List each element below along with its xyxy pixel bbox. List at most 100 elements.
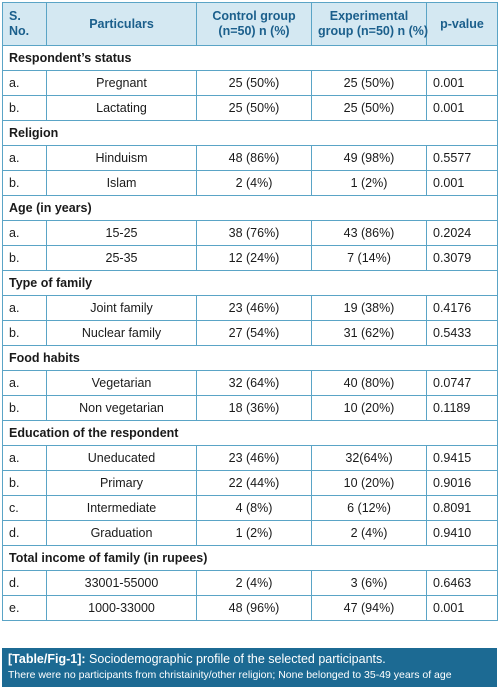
cell-experimental: 31 (62%) — [311, 320, 427, 346]
cell-sno: d. — [2, 520, 47, 546]
cell-particular: 25-35 — [46, 245, 197, 271]
cell-experimental: 32(64%) — [311, 445, 427, 471]
cell-sno: a. — [2, 220, 47, 246]
caption-title: Sociodemographic profile of the selected… — [89, 652, 386, 666]
cell-sno: b. — [2, 470, 47, 496]
section-title: Religion — [2, 120, 498, 146]
section-title: Total income of family (in rupees) — [2, 545, 498, 571]
caption-label: [Table/Fig-1]: — [8, 652, 86, 666]
caption-line: [Table/Fig-1]: Sociodemographic profile … — [8, 651, 491, 668]
cell-p-value: 0.9016 — [426, 470, 498, 496]
table-row: b. 25-35 12 (24%) 7 (14%) 0.3079 — [2, 245, 498, 271]
cell-p-value: 0.2024 — [426, 220, 498, 246]
cell-control: 32 (64%) — [196, 370, 312, 396]
cell-particular: Non vegetarian — [46, 395, 197, 421]
cell-control: 18 (36%) — [196, 395, 312, 421]
section-title: Type of family — [2, 270, 498, 296]
section-header-row: Food habits — [2, 345, 498, 371]
table-row: a. 15-25 38 (76%) 43 (86%) 0.2024 — [2, 220, 498, 246]
cell-control: 25 (50%) — [196, 95, 312, 121]
table-row: a. Joint family 23 (46%) 19 (38%) 0.4176 — [2, 295, 498, 321]
cell-experimental: 25 (50%) — [311, 70, 427, 96]
header-p-value: p-value — [426, 2, 498, 46]
cell-sno: b. — [2, 320, 47, 346]
cell-control: 48 (96%) — [196, 595, 312, 621]
cell-experimental: 6 (12%) — [311, 495, 427, 521]
table-row: b. Primary 22 (44%) 10 (20%) 0.9016 — [2, 470, 498, 496]
cell-experimental: 2 (4%) — [311, 520, 427, 546]
cell-p-value: 0.1189 — [426, 395, 498, 421]
cell-experimental: 49 (98%) — [311, 145, 427, 171]
cell-particular: Nuclear family — [46, 320, 197, 346]
cell-experimental: 47 (94%) — [311, 595, 427, 621]
cell-p-value: 0.001 — [426, 170, 498, 196]
cell-particular: Hinduism — [46, 145, 197, 171]
cell-experimental: 43 (86%) — [311, 220, 427, 246]
cell-experimental: 3 (6%) — [311, 570, 427, 596]
cell-sno: e. — [2, 595, 47, 621]
section-header-row: Religion — [2, 120, 498, 146]
table-row: d. Graduation 1 (2%) 2 (4%) 0.9410 — [2, 520, 498, 546]
cell-p-value: 0.001 — [426, 95, 498, 121]
section-title: Education of the respondent — [2, 420, 498, 446]
cell-particular: 33001-55000 — [46, 570, 197, 596]
cell-experimental: 40 (80%) — [311, 370, 427, 396]
table-caption: [Table/Fig-1]: Sociodemographic profile … — [2, 648, 497, 687]
cell-particular: Intermediate — [46, 495, 197, 521]
cell-experimental: 25 (50%) — [311, 95, 427, 121]
cell-sno: b. — [2, 95, 47, 121]
cell-p-value: 0.8091 — [426, 495, 498, 521]
cell-p-value: 0.5577 — [426, 145, 498, 171]
section-header-row: Type of family — [2, 270, 498, 296]
cell-control: 25 (50%) — [196, 70, 312, 96]
cell-control: 12 (24%) — [196, 245, 312, 271]
table-row: c. Intermediate 4 (8%) 6 (12%) 0.8091 — [2, 495, 498, 521]
section-title: Food habits — [2, 345, 498, 371]
caption-note: There were no participants from christai… — [8, 669, 452, 681]
cell-particular: Joint family — [46, 295, 197, 321]
table-row: a. Pregnant 25 (50%) 25 (50%) 0.001 — [2, 70, 498, 96]
cell-sno: a. — [2, 445, 47, 471]
cell-control: 27 (54%) — [196, 320, 312, 346]
cell-control: 22 (44%) — [196, 470, 312, 496]
cell-experimental: 10 (20%) — [311, 395, 427, 421]
cell-particular: Uneducated — [46, 445, 197, 471]
header-control-group: Control group (n=50) n (%) — [196, 2, 312, 46]
cell-p-value: 0.6463 — [426, 570, 498, 596]
header-particulars: Particulars — [46, 2, 197, 46]
cell-p-value: 0.3079 — [426, 245, 498, 271]
table-row: a. Vegetarian 32 (64%) 40 (80%) 0.0747 — [2, 370, 498, 396]
section-header-row: Total income of family (in rupees) — [2, 545, 498, 571]
cell-control: 4 (8%) — [196, 495, 312, 521]
cell-particular: 15-25 — [46, 220, 197, 246]
section-header-row: Respondent’s status — [2, 45, 498, 71]
cell-p-value: 0.9410 — [426, 520, 498, 546]
sociodemographic-table: S. No. Particulars Control group (n=50) n … — [2, 2, 498, 621]
cell-particular: Graduation — [46, 520, 197, 546]
cell-sno: c. — [2, 495, 47, 521]
table-row: e. 1000-33000 48 (96%) 47 (94%) 0.001 — [2, 595, 498, 621]
section-header-row: Age (in years) — [2, 195, 498, 221]
table-body: Respondent’s status a. Pregnant 25 (50%) 25 … — [2, 45, 498, 621]
cell-p-value: 0.0747 — [426, 370, 498, 396]
cell-sno: b. — [2, 245, 47, 271]
cell-control: 38 (76%) — [196, 220, 312, 246]
cell-sno: a. — [2, 70, 47, 96]
header-experimental-group: Experimental group (n=50) n (%) — [311, 2, 428, 46]
cell-p-value: 0.001 — [426, 70, 498, 96]
header-row: S. No. Particulars Control group (n=50) n … — [2, 2, 498, 46]
cell-sno: a. — [2, 370, 47, 396]
cell-p-value: 0.9415 — [426, 445, 498, 471]
cell-particular: Islam — [46, 170, 197, 196]
table-row: b. Non vegetarian 18 (36%) 10 (20%) 0.1189 — [2, 395, 498, 421]
cell-control: 23 (46%) — [196, 295, 312, 321]
cell-particular: Lactating — [46, 95, 197, 121]
cell-sno: b. — [2, 170, 47, 196]
section-header-row: Education of the respondent — [2, 420, 498, 446]
section-title: Age (in years) — [2, 195, 498, 221]
table-row: b. Lactating 25 (50%) 25 (50%) 0.001 — [2, 95, 498, 121]
cell-sno: d. — [2, 570, 47, 596]
cell-experimental: 10 (20%) — [311, 470, 427, 496]
section-title: Respondent’s status — [2, 45, 498, 71]
cell-particular: Primary — [46, 470, 197, 496]
